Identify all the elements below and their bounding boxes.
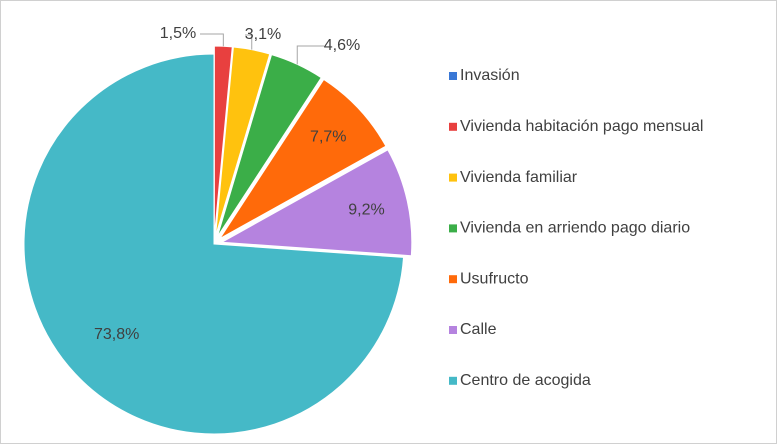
leader-line: [200, 33, 224, 47]
data-label: 9,2%: [348, 201, 384, 218]
legend-label: Centro de acogida: [460, 372, 591, 389]
data-label: 4,6%: [324, 37, 360, 54]
legend-swatch: [449, 326, 457, 334]
pie-slice: [219, 78, 387, 239]
legend-label: Vivienda habitación pago mensual: [460, 118, 703, 135]
pie-slice: [23, 53, 405, 435]
legend-swatch: [449, 122, 457, 131]
leader-line: [296, 45, 324, 65]
legend-label: Invasión: [460, 67, 520, 84]
legend-swatch: [449, 376, 457, 385]
data-label: 73,8%: [94, 326, 139, 343]
pie-slice: [215, 46, 271, 237]
legend-swatch: [449, 275, 457, 284]
data-label: 7,7%: [310, 129, 346, 146]
pie-slice: [220, 149, 413, 257]
data-label: 1,5%: [160, 25, 196, 42]
legend-label: Calle: [460, 321, 497, 338]
pie-slice: [216, 54, 322, 238]
legend-label: Vivienda familiar: [460, 169, 578, 186]
legend-swatch: [449, 224, 457, 233]
legend-swatch: [449, 72, 457, 80]
legend-swatch: [449, 173, 457, 182]
legend-label: Vivienda en arriendo pago diario: [460, 220, 690, 237]
data-label: 3,1%: [245, 26, 281, 43]
legend-label: Usufructo: [460, 270, 529, 287]
leader-line: [245, 34, 253, 50]
